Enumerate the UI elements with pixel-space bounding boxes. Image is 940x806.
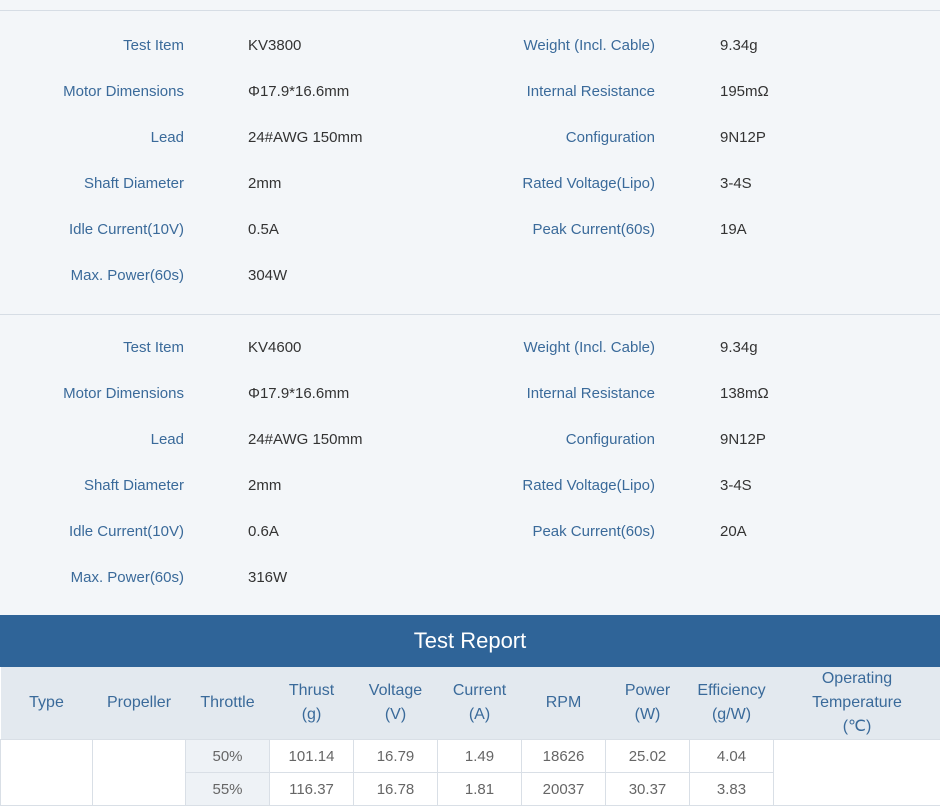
spec-value: 3-4S: [720, 476, 752, 496]
spec-label: Shaft Diameter: [84, 476, 184, 496]
table-cell: 20037: [522, 773, 606, 806]
spec-value: 304W: [248, 266, 287, 286]
table-cell: 55%: [186, 773, 270, 806]
table-cell: 1.49: [438, 740, 522, 773]
column-header: Efficiency (g/W): [690, 667, 774, 740]
spec-panel: Test Item KV3800 Motor Dimensions Φ17.9*16.…: [0, 0, 940, 615]
divider: [0, 314, 940, 315]
divider: [0, 10, 940, 11]
spec-label: Peak Current(60s): [532, 522, 655, 542]
table-cell: 3.83: [690, 773, 774, 806]
table-cell: 30.37: [606, 773, 690, 806]
spec-value: KV4600: [248, 338, 301, 358]
column-header: Power (W): [606, 667, 690, 740]
table-cell: 101.14: [270, 740, 354, 773]
spec-label: Configuration: [566, 128, 655, 148]
table-cell: 116.37: [270, 773, 354, 806]
spec-value: 316W: [248, 568, 287, 588]
column-header: Throttle: [186, 667, 270, 740]
spec-value: 20A: [720, 522, 747, 542]
spec-value: 19A: [720, 220, 747, 240]
spec-label: Motor Dimensions: [63, 82, 184, 102]
spec-value: Φ17.9*16.6mm: [248, 82, 349, 102]
spec-label: Rated Voltage(Lipo): [522, 174, 655, 194]
spec-value: Φ17.9*16.6mm: [248, 384, 349, 404]
spec-label: Rated Voltage(Lipo): [522, 476, 655, 496]
column-header: RPM: [522, 667, 606, 740]
spec-value: 195mΩ: [720, 82, 769, 102]
spec-label: Weight (Incl. Cable): [524, 36, 655, 56]
spec-value: 0.5A: [248, 220, 279, 240]
spec-label: Motor Dimensions: [63, 384, 184, 404]
spec-value: 9N12P: [720, 430, 766, 450]
spec-label: Test Item: [123, 338, 184, 358]
table-cell: 50%: [186, 740, 270, 773]
spec-value: 9.34g: [720, 338, 758, 358]
column-header: Voltage (V): [354, 667, 438, 740]
spec-value: 2mm: [248, 174, 281, 194]
spec-label: Max. Power(60s): [71, 568, 184, 588]
table-cell: 16.78: [354, 773, 438, 806]
spec-value: 9N12P: [720, 128, 766, 148]
spec-value: KV3800: [248, 36, 301, 56]
spec-label: Internal Resistance: [527, 384, 655, 404]
report-title: Test Report: [0, 615, 940, 667]
spec-label: Test Item: [123, 36, 184, 56]
spec-label: Internal Resistance: [527, 82, 655, 102]
spec-label: Configuration: [566, 430, 655, 450]
spec-label: Weight (Incl. Cable): [524, 338, 655, 358]
column-header: Type: [1, 667, 93, 740]
spec-value: 9.34g: [720, 36, 758, 56]
column-header: Operating Temperature (℃): [774, 667, 940, 740]
table-cell: 4.04: [690, 740, 774, 773]
table-cell: 25.02: [606, 740, 690, 773]
column-header: Thrust (g): [270, 667, 354, 740]
spec-value: 24#AWG 150mm: [248, 430, 363, 450]
spec-value: 2mm: [248, 476, 281, 496]
spec-label: Lead: [151, 430, 184, 450]
spec-label: Shaft Diameter: [84, 174, 184, 194]
column-header: Current (A): [438, 667, 522, 740]
table-cell: 16.79: [354, 740, 438, 773]
spec-label: Idle Current(10V): [69, 522, 184, 542]
table-cell: 18626: [522, 740, 606, 773]
spec-value: 138mΩ: [720, 384, 769, 404]
spec-value: 24#AWG 150mm: [248, 128, 363, 148]
spec-label: Peak Current(60s): [532, 220, 655, 240]
table-cell: 1.81: [438, 773, 522, 806]
spec-label: Max. Power(60s): [71, 266, 184, 286]
spec-label: Lead: [151, 128, 184, 148]
column-header: Propeller: [93, 667, 186, 740]
spec-value: 3-4S: [720, 174, 752, 194]
spec-value: 0.6A: [248, 522, 279, 542]
spec-label: Idle Current(10V): [69, 220, 184, 240]
